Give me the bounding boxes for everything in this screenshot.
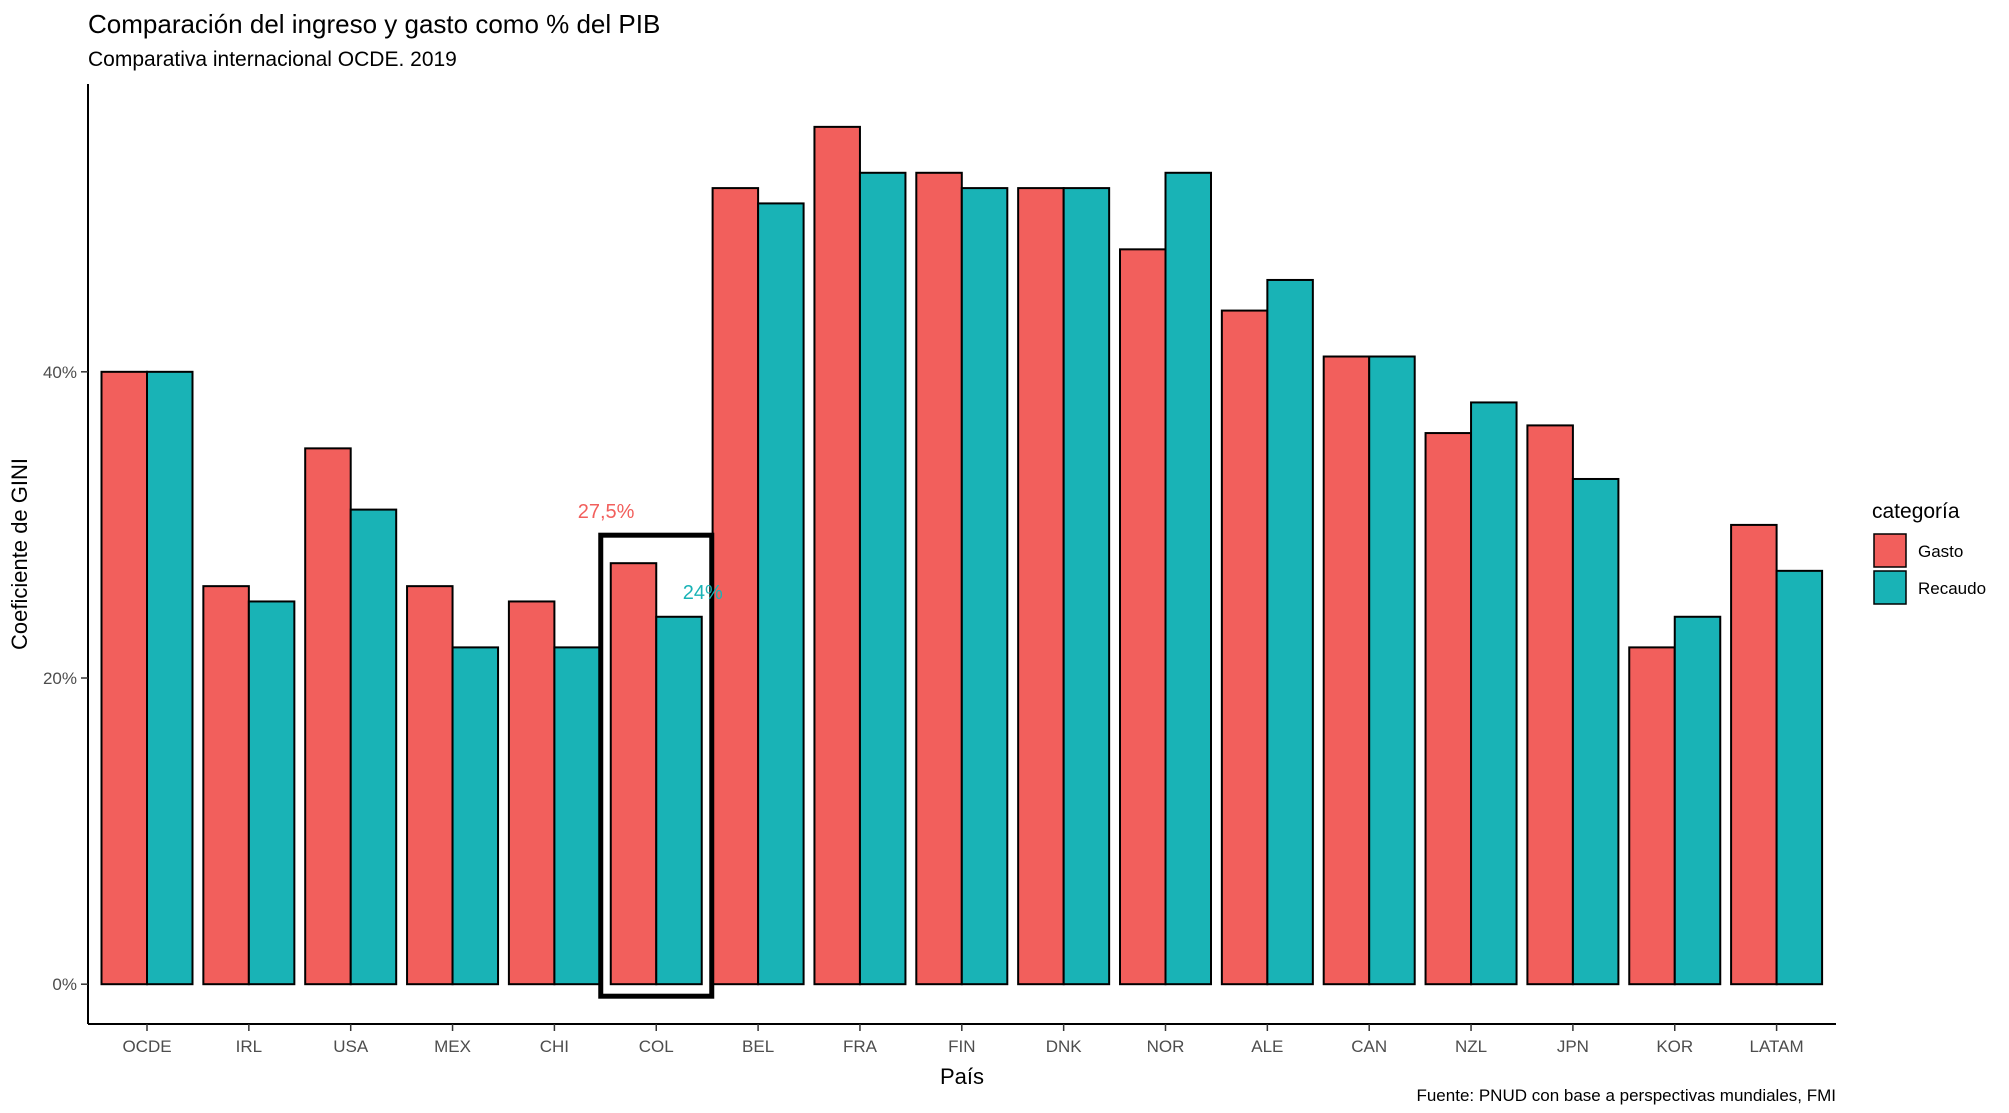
bar-recaudo-fin (960, 187, 1009, 986)
x-tick-label-ale: ALE (1251, 1037, 1283, 1056)
bar-recaudo-chi (553, 646, 601, 986)
bar-gasto-irl (202, 585, 250, 986)
highlight-box-col (598, 532, 715, 999)
bar-recaudo-col (655, 615, 703, 986)
bar-gasto-col (609, 562, 658, 986)
source-caption: Fuente: PNUD con base a perspectivas mun… (1416, 1086, 1836, 1105)
bar-gasto-can (1322, 355, 1371, 986)
x-tick-label-nzl: NZL (1455, 1037, 1487, 1056)
legend-label-gasto: Gasto (1918, 542, 1963, 561)
bar-gasto-mex (406, 585, 454, 986)
legend-key-recaudo (1873, 570, 1907, 605)
bars-layer (100, 125, 1824, 999)
bar-recaudo-usa (349, 508, 398, 986)
bar-gasto-ocde (100, 370, 148, 986)
x-tick-label-usa: USA (333, 1037, 369, 1056)
bar-recaudo-dnk (1062, 187, 1111, 986)
y-axis-title: Coeficiente de GINI (7, 458, 32, 650)
x-tick-label-nor: NOR (1147, 1037, 1185, 1056)
bar-recaudo-latam (1775, 569, 1824, 986)
annotations-layer: 27,5% 24% (578, 501, 723, 604)
bar-recaudo-bel (757, 202, 805, 986)
bar-recaudo-nzl (1470, 401, 1518, 986)
x-tick-label-chi: CHI (540, 1037, 569, 1056)
bar-recaudo-fra (858, 171, 907, 986)
y-tick-label: 20% (43, 669, 77, 688)
legend: categoría Gasto Recaudo (1872, 500, 1986, 605)
bar-gasto-chi (507, 600, 556, 986)
x-tick-label-fra: FRA (843, 1037, 878, 1056)
bar-recaudo-jpn (1571, 477, 1620, 986)
chart-title: Comparación del ingreso y gasto como % d… (88, 9, 660, 39)
legend-key-gasto (1873, 533, 1907, 568)
bar-gasto-nor (1119, 248, 1167, 986)
bar-recaudo-ocde (146, 370, 194, 986)
chart-subtitle: Comparativa internacional OCDE. 2019 (88, 48, 457, 71)
x-tick-label-jpn: JPN (1557, 1037, 1589, 1056)
bar-gasto-latam (1730, 523, 1778, 986)
x-axis-ticks: OCDE IRL USA MEX CHI COL BEL FRA FIN DNK NOR ALE CAN… (122, 1024, 1804, 1056)
bar-gasto-dnk (1017, 187, 1065, 986)
y-tick-label: 40% (43, 363, 77, 382)
bar-gasto-fin (915, 171, 963, 986)
bar-recaudo-can (1368, 355, 1416, 986)
y-tick-label: 0% (52, 975, 77, 994)
annotation-col-0: 27,5% (578, 501, 635, 523)
legend-title: categoría (1872, 500, 1960, 523)
bar-gasto-ale (1220, 309, 1269, 986)
x-tick-label-col: COL (639, 1037, 674, 1056)
x-tick-label-irl: IRL (236, 1037, 262, 1056)
bar-gasto-fra (813, 125, 861, 986)
x-tick-label-bel: BEL (742, 1037, 774, 1056)
legend-label-recaudo: Recaudo (1918, 579, 1986, 598)
bar-recaudo-nor (1164, 171, 1212, 986)
x-tick-label-kor: KOR (1656, 1037, 1693, 1056)
annotation-col-1: 24% (683, 582, 723, 604)
y-axis-ticks: 0% 20% 40% (43, 363, 88, 994)
bar-recaudo-ale (1266, 278, 1314, 986)
x-tick-label-mex: MEX (434, 1037, 471, 1056)
bar-gasto-kor (1628, 646, 1676, 986)
bar-recaudo-kor (1673, 615, 1722, 986)
x-tick-label-dnk: DNK (1046, 1037, 1083, 1056)
x-tick-label-fin: FIN (948, 1037, 975, 1056)
x-tick-label-can: CAN (1351, 1037, 1387, 1056)
x-tick-label-ocde: OCDE (122, 1037, 171, 1056)
bar-recaudo-mex (451, 646, 500, 986)
bar-gasto-jpn (1526, 424, 1574, 986)
x-tick-label-latam: LATAM (1750, 1037, 1804, 1056)
bar-gasto-bel (711, 187, 760, 986)
bar-gasto-usa (304, 447, 352, 986)
x-axis-title: País (940, 1064, 984, 1089)
bar-gasto-nzl (1424, 432, 1473, 986)
bar-recaudo-irl (247, 600, 296, 986)
